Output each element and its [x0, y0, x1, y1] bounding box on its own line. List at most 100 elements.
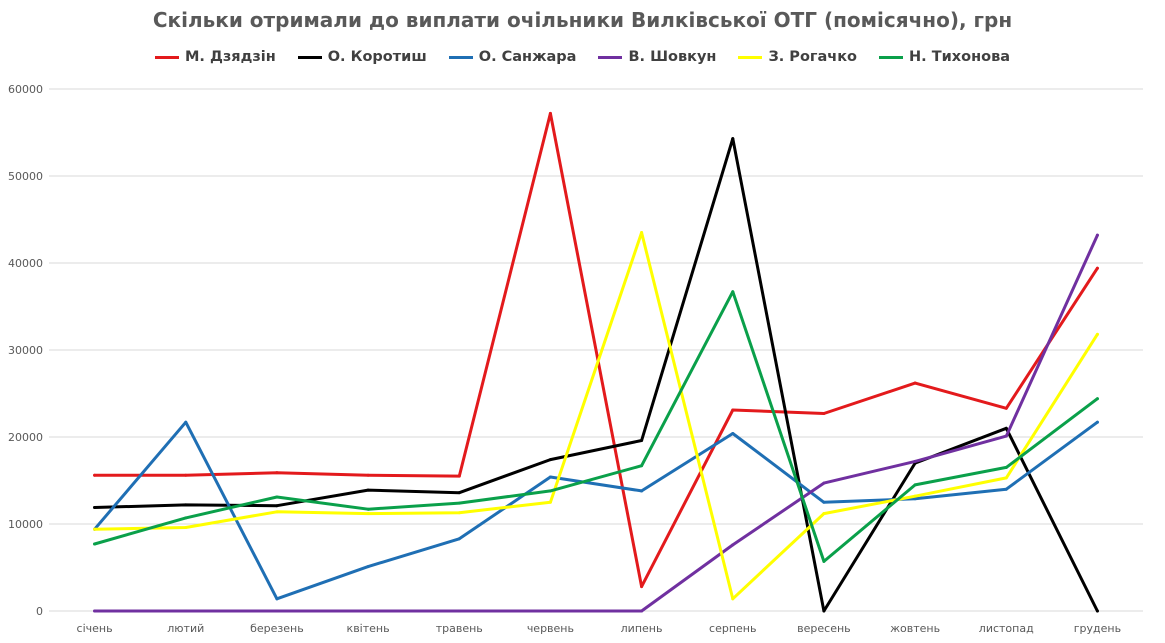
legend-item: В. Шовкун	[598, 49, 716, 65]
data-point-4	[1095, 233, 1099, 237]
data-point-3	[457, 537, 461, 541]
data-point-2	[1004, 426, 1008, 430]
data-point-5	[1004, 476, 1008, 480]
x-tick-label: серпень	[709, 622, 756, 635]
data-point-3	[640, 489, 644, 493]
data-point-2	[548, 458, 552, 462]
data-point-4	[640, 609, 644, 613]
legend-label: В. Шовкун	[628, 49, 717, 65]
data-point-6	[1095, 397, 1099, 401]
data-point-1	[1095, 266, 1099, 270]
data-point-2	[366, 488, 370, 492]
data-point-5	[93, 527, 97, 531]
data-point-3	[548, 475, 552, 479]
data-point-3	[1004, 487, 1008, 491]
y-tick-label: 10000	[8, 518, 43, 531]
data-point-6	[275, 495, 279, 499]
data-point-5	[457, 511, 461, 515]
data-point-1	[640, 585, 644, 589]
x-tick-label: жовтень	[890, 622, 940, 635]
data-point-6	[366, 507, 370, 511]
x-tick-label: липень	[621, 622, 663, 635]
data-point-6	[640, 464, 644, 468]
y-tick-label: 20000	[8, 431, 43, 444]
data-point-3	[366, 565, 370, 569]
data-point-5	[184, 525, 188, 529]
y-tick-label: 60000	[8, 83, 43, 96]
data-point-1	[184, 473, 188, 477]
legend-swatch	[448, 55, 473, 59]
legend-item: З. Рогачко	[738, 49, 857, 65]
legend-item: М. Дзядзін	[154, 49, 276, 65]
data-point-4	[822, 481, 826, 485]
data-point-1	[366, 473, 370, 477]
data-point-6	[184, 516, 188, 520]
data-point-6	[731, 290, 735, 294]
data-point-4	[275, 609, 279, 613]
data-point-4	[731, 543, 735, 547]
series-line-6	[93, 290, 1099, 563]
data-point-5	[731, 597, 735, 601]
data-point-5	[913, 494, 917, 498]
data-point-5	[822, 512, 826, 516]
data-point-5	[548, 500, 552, 504]
x-tick-label: лютий	[167, 622, 204, 635]
data-point-4	[548, 609, 552, 613]
data-point-2	[457, 491, 461, 495]
y-tick-label: 30000	[8, 344, 43, 357]
data-point-1	[548, 111, 552, 115]
data-point-3	[822, 500, 826, 504]
data-point-3	[731, 432, 735, 436]
legend-item: Н. Тихонова	[879, 49, 1010, 65]
y-tick-label: 0	[36, 605, 43, 618]
legend-swatch	[154, 55, 179, 59]
legend-swatch	[879, 55, 904, 59]
data-point-2	[93, 505, 97, 509]
chart-title: Скільки отримали до виплати очільники Ви…	[152, 8, 1013, 32]
data-point-4	[184, 609, 188, 613]
data-point-4	[913, 459, 917, 463]
series-line-4	[93, 233, 1099, 613]
data-point-4	[1004, 434, 1008, 438]
x-tick-label: грудень	[1074, 622, 1121, 635]
legend-label: М. Дзядзін	[184, 49, 276, 65]
legend-item: О. Коротиш	[297, 49, 427, 65]
data-point-2	[640, 438, 644, 442]
data-point-6	[93, 542, 97, 546]
data-point-3	[913, 497, 917, 501]
data-point-2	[731, 137, 735, 141]
data-point-6	[913, 483, 917, 487]
data-point-2	[822, 609, 826, 613]
data-point-5	[275, 510, 279, 514]
legend: М. Дзядзін О. Коротиш О. Санжара В. Шовкун З…	[0, 49, 1165, 65]
legend-swatch	[738, 55, 763, 59]
data-point-6	[548, 489, 552, 493]
data-point-6	[457, 501, 461, 505]
x-tick-label: вересень	[797, 622, 851, 635]
data-point-5	[640, 231, 644, 235]
legend-swatch	[297, 55, 322, 59]
data-point-5	[1095, 332, 1099, 336]
x-tick-label: березень	[250, 622, 304, 635]
legend-label: З. Рогачко	[768, 49, 858, 65]
x-tick-label: травень	[436, 622, 483, 635]
data-point-3	[1095, 420, 1099, 424]
legend-item: О. Санжара	[448, 49, 577, 65]
series-line-3	[93, 420, 1099, 601]
x-tick-label: червень	[527, 622, 574, 635]
data-point-1	[913, 381, 917, 385]
series-line-5	[93, 231, 1099, 601]
x-tick-label: січень	[77, 622, 113, 635]
data-point-2	[184, 503, 188, 507]
data-point-5	[366, 512, 370, 516]
data-point-3	[184, 420, 188, 424]
y-tick-label: 50000	[8, 170, 43, 183]
legend-label: О. Санжара	[478, 49, 577, 65]
data-point-1	[275, 471, 279, 475]
data-point-6	[1004, 465, 1008, 469]
data-point-6	[822, 559, 826, 563]
x-tick-label: квітень	[347, 622, 390, 635]
x-tick-label: листопад	[979, 622, 1034, 635]
